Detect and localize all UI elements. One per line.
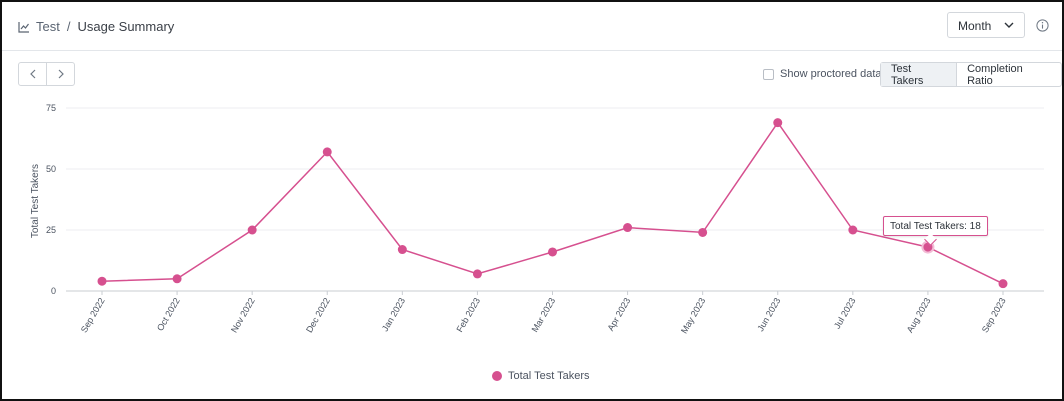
chart-legend[interactable]: Total Test Takers — [492, 370, 590, 382]
x-tick-label: Sep 2022 — [79, 296, 107, 334]
series-line-total-test-takers — [101, 121, 1004, 285]
x-tick-label: Nov 2022 — [229, 296, 257, 334]
data-point[interactable] — [172, 274, 182, 284]
data-point[interactable] — [623, 223, 633, 233]
header: Test / Usage Summary Month — [2, 2, 1062, 51]
show-proctored-label: Show proctored data — [780, 68, 882, 80]
breadcrumb: Test / Usage Summary — [18, 19, 174, 34]
test-takers-tab[interactable]: Test Takers — [881, 63, 957, 87]
view-toggle: Test Takers Completion Ratio — [880, 62, 1062, 87]
x-tick-label: Sep 2023 — [980, 296, 1008, 334]
breadcrumb-separator: / — [66, 19, 71, 34]
x-tick-label: Mar 2023 — [530, 296, 558, 334]
data-point[interactable] — [97, 276, 107, 286]
data-point[interactable] — [472, 269, 482, 279]
x-tick-label: Oct 2022 — [155, 296, 182, 333]
legend-series-marker — [492, 371, 502, 381]
completion-ratio-tab[interactable]: Completion Ratio — [956, 63, 1061, 87]
x-tick-label: Feb 2023 — [454, 296, 482, 334]
legend-series-label: Total Test Takers — [508, 370, 590, 382]
y-tick-label: 25 — [46, 225, 56, 235]
x-tick-label: Jun 2023 — [755, 296, 782, 333]
x-tick-label: Jul 2023 — [832, 296, 858, 330]
chevron-left-icon — [29, 69, 35, 79]
chevron-down-icon — [1004, 22, 1014, 28]
data-point-tooltip: Total Test Takers: 18 — [883, 216, 988, 236]
show-proctored-checkbox[interactable] — [763, 68, 774, 80]
data-point[interactable] — [998, 279, 1008, 289]
data-point[interactable] — [848, 225, 858, 235]
line-chart-icon — [18, 21, 29, 33]
next-period-button[interactable] — [46, 63, 74, 85]
data-point[interactable] — [773, 118, 783, 128]
info-icon[interactable] — [1036, 19, 1049, 32]
x-tick-label: Aug 2023 — [905, 296, 933, 334]
period-select[interactable]: Month — [947, 12, 1025, 38]
data-point[interactable] — [397, 245, 407, 255]
x-tick-label: Jan 2023 — [380, 296, 407, 333]
show-proctored-toggle[interactable]: Show proctored data — [763, 68, 882, 80]
x-tick-label: Dec 2022 — [304, 296, 332, 334]
data-point[interactable] — [548, 247, 557, 257]
breadcrumb-root-link[interactable]: Test — [36, 19, 60, 34]
y-tick-label: 75 — [46, 103, 56, 113]
y-axis-label: Total Test Takers — [30, 164, 41, 238]
previous-period-button[interactable] — [19, 63, 46, 85]
y-tick-label: 50 — [46, 164, 56, 174]
data-point[interactable] — [322, 147, 332, 157]
period-select-value: Month — [958, 19, 992, 33]
period-navigation — [18, 62, 75, 86]
x-tick-label: May 2023 — [679, 296, 707, 335]
data-point[interactable] — [247, 225, 257, 235]
x-tick-label: Apr 2023 — [605, 296, 632, 333]
y-tick-label: 0 — [51, 286, 56, 296]
chevron-right-icon — [58, 69, 64, 79]
page-title: Usage Summary — [77, 19, 175, 34]
data-point[interactable] — [698, 227, 708, 237]
